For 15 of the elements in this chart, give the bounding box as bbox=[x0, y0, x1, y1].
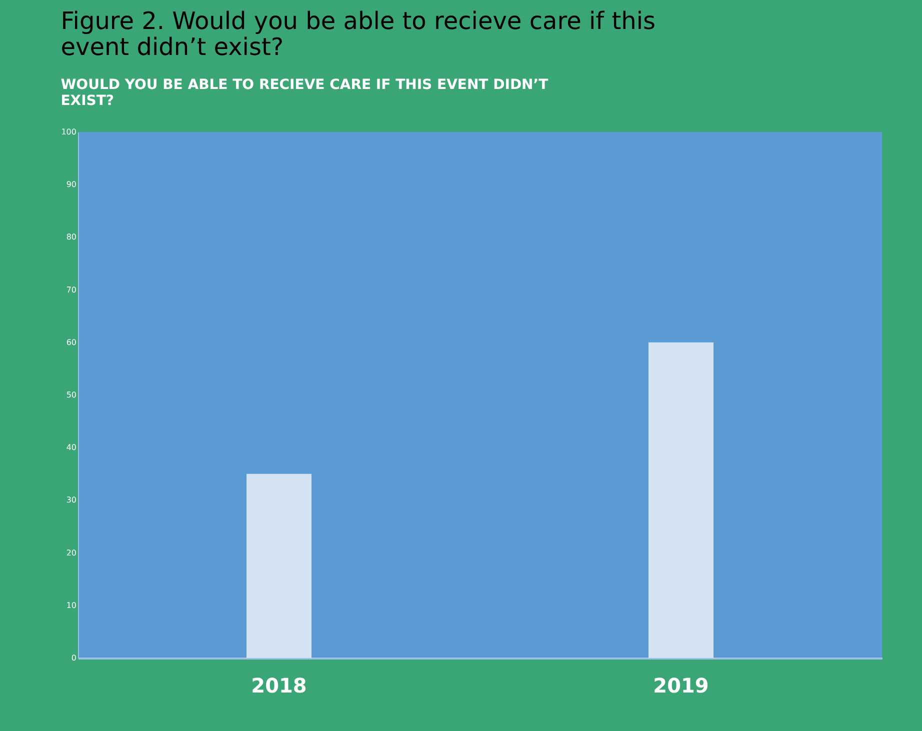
y-tick-label: 60 bbox=[66, 338, 76, 347]
y-tick-label: 30 bbox=[66, 496, 76, 505]
y-tick-label: 40 bbox=[66, 443, 76, 452]
chart-title: Figure 2. Would you be able to recieve care if this event didn’t exist? bbox=[60, 7, 656, 61]
y-tick-label: 90 bbox=[66, 180, 76, 190]
y-tick-label: 100 bbox=[61, 128, 76, 136]
chart-subtitle: WOULD YOU BE ABLE TO RECIEVE CARE IF THIS EVENT DIDN’T EXIST? bbox=[60, 77, 549, 109]
y-tick-label: 80 bbox=[66, 232, 76, 242]
x-tick-label: 2019 bbox=[653, 674, 709, 698]
x-tick-label: 2018 bbox=[251, 674, 307, 698]
y-tick-label: 20 bbox=[66, 548, 76, 558]
y-tick-label: 50 bbox=[66, 390, 76, 400]
y-tick-label: 0 bbox=[71, 654, 76, 662]
y-tick-label: 10 bbox=[66, 600, 76, 610]
y-tick-label: 70 bbox=[66, 285, 76, 294]
